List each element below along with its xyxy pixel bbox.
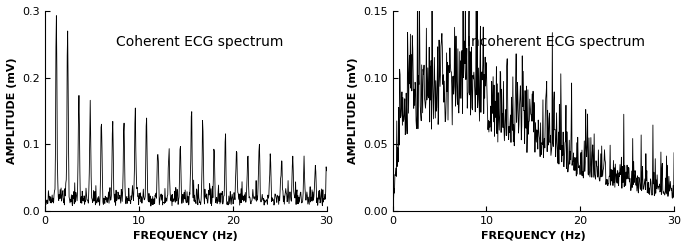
Y-axis label: AMPLITUDE (mV): AMPLITUDE (mV) <box>7 58 17 164</box>
Y-axis label: AMPLITUDE (mV): AMPLITUDE (mV) <box>347 58 358 164</box>
Text: Coherent ECG spectrum: Coherent ECG spectrum <box>116 35 283 49</box>
X-axis label: FREQUENCY (Hz): FREQUENCY (Hz) <box>481 231 585 241</box>
X-axis label: FREQUENCY (Hz): FREQUENCY (Hz) <box>133 231 238 241</box>
Text: Incoherent ECG spectrum: Incoherent ECG spectrum <box>467 35 645 49</box>
